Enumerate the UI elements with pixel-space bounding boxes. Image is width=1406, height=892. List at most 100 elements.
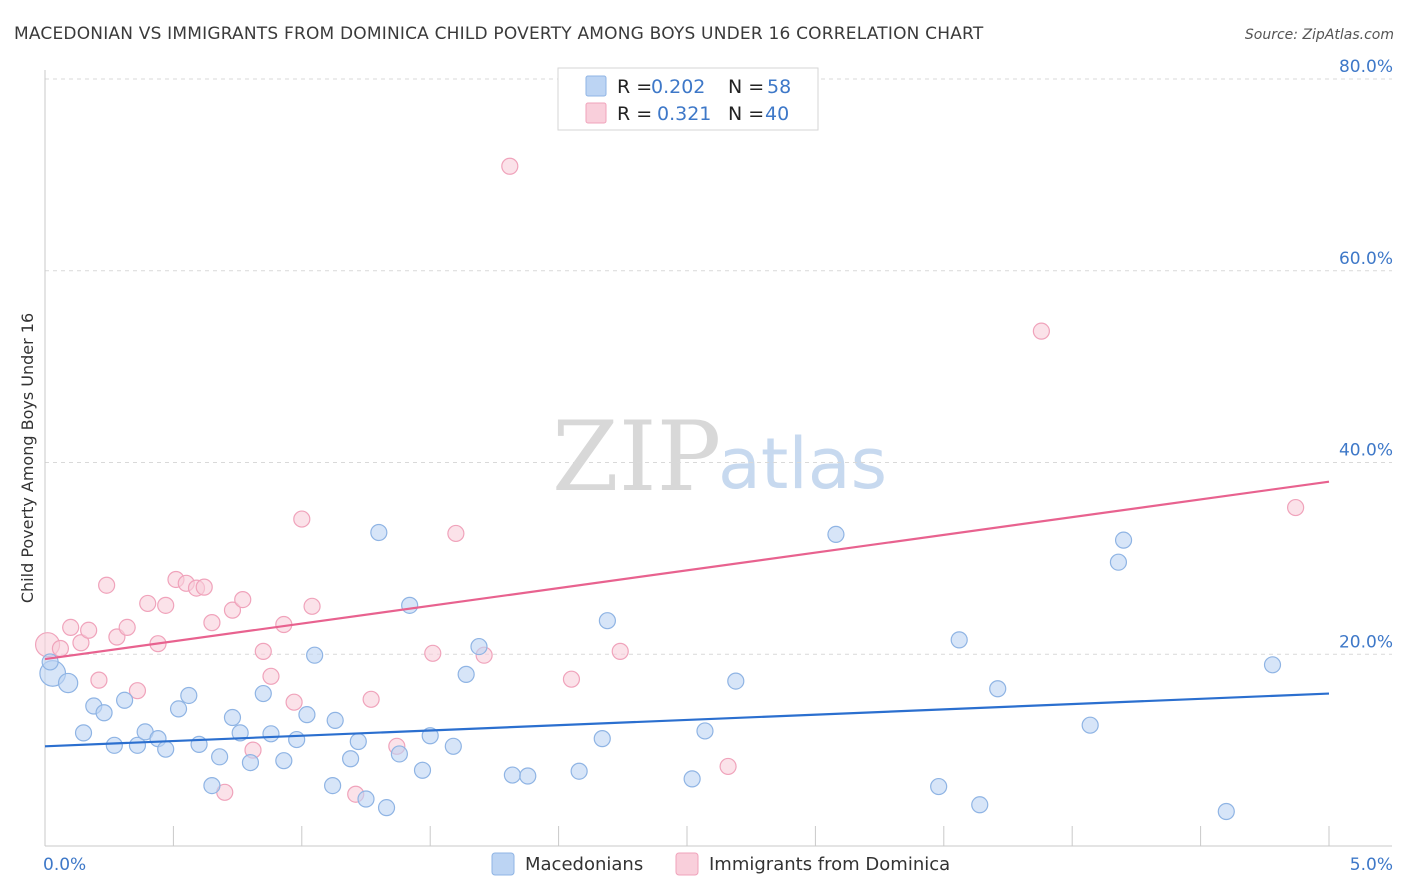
y-tick-label: 60.0% <box>1339 249 1393 269</box>
point-dominica <box>362 690 380 708</box>
chart-source: Source: ZipAtlas.com <box>1245 27 1394 43</box>
point-dominica <box>501 157 519 175</box>
point-dominica <box>51 639 70 658</box>
point-dominica <box>98 576 116 594</box>
point-macedonians <box>598 612 616 630</box>
point-dominica <box>157 596 175 614</box>
legend-n-value-2: 40 <box>765 103 789 125</box>
legend-n-value-1: 58 <box>767 76 791 98</box>
point-dominica <box>611 642 629 660</box>
point-macedonians <box>1114 531 1133 549</box>
legend-n-label-2: N = <box>728 103 764 125</box>
point-macedonians <box>341 750 360 768</box>
y-tick-label: 80.0% <box>1339 57 1393 77</box>
point-macedonians <box>519 767 537 785</box>
point-macedonians <box>306 646 324 664</box>
y-tick-label: 20.0% <box>1339 632 1393 652</box>
trend-lines <box>44 480 1330 748</box>
point-macedonians <box>827 525 845 544</box>
point-macedonians <box>324 776 342 795</box>
point-macedonians <box>262 725 280 743</box>
point-macedonians <box>223 708 242 727</box>
point-macedonians <box>254 684 272 703</box>
point-macedonians <box>727 672 745 690</box>
point-macedonians <box>377 799 396 817</box>
point-dominica <box>118 618 136 637</box>
point-macedonians <box>457 665 475 683</box>
trend-line-dominica <box>44 480 1330 661</box>
point-dominica <box>203 614 221 632</box>
point-dominica <box>285 693 303 711</box>
point-macedonians <box>57 672 79 694</box>
trend-line-macedonians <box>44 692 1330 748</box>
point-dominica <box>234 591 252 609</box>
chart-title: MACEDONIAN VS IMMIGRANTS FROM DOMINICA C… <box>14 24 984 44</box>
point-dominica <box>72 634 90 652</box>
point-dominica <box>424 644 442 662</box>
point-macedonians <box>1263 656 1282 674</box>
x-tick-label-min: 0.0% <box>43 855 86 875</box>
point-macedonians <box>930 777 948 796</box>
point-dominica <box>719 757 737 776</box>
point-macedonians <box>593 730 611 748</box>
point-macedonians <box>1217 802 1235 821</box>
watermark-atlas: atlas <box>718 423 887 505</box>
series-legend-swatch-dominica <box>675 852 699 876</box>
series-legend: Macedonians Immigrants from Dominica <box>491 852 950 876</box>
point-macedonians <box>444 737 462 755</box>
point-dominica <box>139 594 157 613</box>
point-macedonians <box>683 770 701 788</box>
point-macedonians <box>169 700 188 718</box>
point-macedonians <box>41 653 59 671</box>
point-macedonians <box>971 796 989 814</box>
point-macedonians <box>326 711 344 730</box>
point-macedonians <box>349 732 367 751</box>
point-macedonians <box>401 596 419 614</box>
point-dominica <box>128 682 147 700</box>
point-macedonians <box>298 706 316 724</box>
point-dominica <box>254 642 272 660</box>
point-macedonians <box>470 637 488 656</box>
point-macedonians <box>288 730 306 749</box>
point-dominica <box>1287 498 1305 517</box>
point-macedonians <box>421 727 439 745</box>
point-dominica <box>223 601 242 619</box>
legend-swatch-dominica <box>585 102 607 124</box>
legend-swatch-macedonians <box>585 75 607 97</box>
legend-r-value-2: 0.321 <box>657 103 711 125</box>
point-macedonians <box>413 761 432 779</box>
point-macedonians <box>241 753 260 772</box>
point-macedonians <box>231 724 249 742</box>
point-macedonians <box>180 686 198 705</box>
legend-n-label-1: N = <box>728 76 764 98</box>
point-macedonians <box>950 631 968 649</box>
point-dominica <box>80 621 98 639</box>
point-macedonians <box>1081 716 1099 734</box>
point-macedonians <box>370 523 388 542</box>
point-dominica <box>1032 322 1050 340</box>
point-macedonians <box>570 762 588 780</box>
point-macedonians <box>74 724 93 742</box>
stats-legend: R = 0.202 N = 58 R = 0.321 N = 40 <box>557 67 819 131</box>
point-dominica <box>195 578 213 596</box>
point-macedonians <box>211 748 229 766</box>
point-dominica <box>262 667 280 685</box>
point-macedonians <box>357 790 375 808</box>
series-legend-label-dominica: Immigrants from Dominica <box>709 854 950 875</box>
point-macedonians <box>989 680 1007 698</box>
point-dominica <box>62 618 80 637</box>
point-macedonians <box>696 722 714 740</box>
point-macedonians <box>116 691 134 709</box>
legend-r-label-2: R = <box>617 103 652 125</box>
point-macedonians <box>95 704 113 722</box>
point-dominica <box>447 524 465 543</box>
point-macedonians <box>275 752 293 770</box>
y-axis-tick-labels: 20.0% 40.0% 60.0% 80.0% <box>1339 57 1393 652</box>
point-macedonians <box>1109 553 1128 571</box>
watermark: ZIP atlas <box>552 401 887 513</box>
series-legend-label-macedonians: Macedonians <box>525 854 643 875</box>
y-tick-label: 40.0% <box>1339 441 1393 461</box>
point-dominica <box>562 670 581 688</box>
y-axis-label: Child Poverty Among Boys Under 16 <box>18 313 37 603</box>
